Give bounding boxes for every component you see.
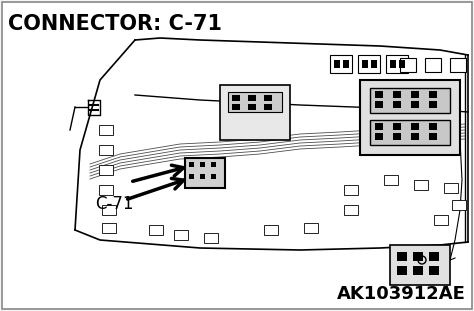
- Bar: [452, 200, 466, 210]
- Bar: [414, 180, 428, 190]
- Bar: [185, 158, 225, 188]
- Bar: [413, 252, 423, 261]
- Bar: [390, 60, 396, 68]
- Bar: [393, 133, 401, 140]
- Bar: [344, 185, 358, 195]
- Bar: [102, 223, 116, 233]
- Bar: [344, 205, 358, 215]
- Bar: [375, 91, 383, 98]
- Bar: [358, 55, 380, 73]
- Bar: [99, 185, 113, 195]
- Bar: [411, 133, 419, 140]
- Bar: [397, 266, 407, 275]
- Bar: [386, 55, 408, 73]
- Bar: [228, 92, 282, 112]
- Bar: [248, 104, 256, 110]
- Bar: [384, 175, 398, 185]
- Bar: [211, 174, 216, 179]
- Bar: [99, 125, 113, 135]
- Bar: [444, 183, 458, 193]
- Bar: [362, 60, 368, 68]
- Bar: [248, 95, 256, 101]
- Bar: [264, 225, 278, 235]
- Bar: [264, 104, 272, 110]
- Bar: [429, 266, 439, 275]
- Bar: [102, 205, 116, 215]
- Bar: [390, 245, 450, 285]
- Bar: [393, 123, 401, 130]
- Bar: [232, 95, 240, 101]
- Bar: [204, 233, 218, 243]
- Bar: [360, 80, 460, 155]
- Bar: [232, 104, 240, 110]
- Bar: [174, 230, 188, 240]
- Bar: [200, 162, 205, 167]
- Text: AK103912AE: AK103912AE: [337, 285, 466, 303]
- Text: C-71: C-71: [95, 195, 134, 213]
- Bar: [397, 252, 407, 261]
- Bar: [411, 91, 419, 98]
- Bar: [99, 165, 113, 175]
- Bar: [400, 58, 416, 72]
- Bar: [343, 60, 349, 68]
- Bar: [189, 162, 194, 167]
- Bar: [211, 162, 216, 167]
- Bar: [220, 85, 290, 140]
- Text: CONNECTOR: C-71: CONNECTOR: C-71: [8, 14, 222, 34]
- Bar: [370, 120, 450, 145]
- Bar: [264, 95, 272, 101]
- Bar: [375, 123, 383, 130]
- Bar: [330, 55, 352, 73]
- Bar: [411, 123, 419, 130]
- Bar: [375, 101, 383, 108]
- Bar: [375, 133, 383, 140]
- Bar: [434, 215, 448, 225]
- Bar: [371, 60, 377, 68]
- Bar: [413, 266, 423, 275]
- Bar: [304, 223, 318, 233]
- Bar: [334, 60, 340, 68]
- Bar: [200, 174, 205, 179]
- Bar: [450, 58, 466, 72]
- Bar: [429, 133, 437, 140]
- Bar: [411, 101, 419, 108]
- Bar: [393, 91, 401, 98]
- Bar: [370, 88, 450, 113]
- Bar: [99, 145, 113, 155]
- Bar: [429, 123, 437, 130]
- Bar: [429, 101, 437, 108]
- Bar: [189, 174, 194, 179]
- Bar: [429, 91, 437, 98]
- Bar: [149, 225, 163, 235]
- Bar: [399, 60, 405, 68]
- Bar: [429, 252, 439, 261]
- Bar: [393, 101, 401, 108]
- Bar: [425, 58, 441, 72]
